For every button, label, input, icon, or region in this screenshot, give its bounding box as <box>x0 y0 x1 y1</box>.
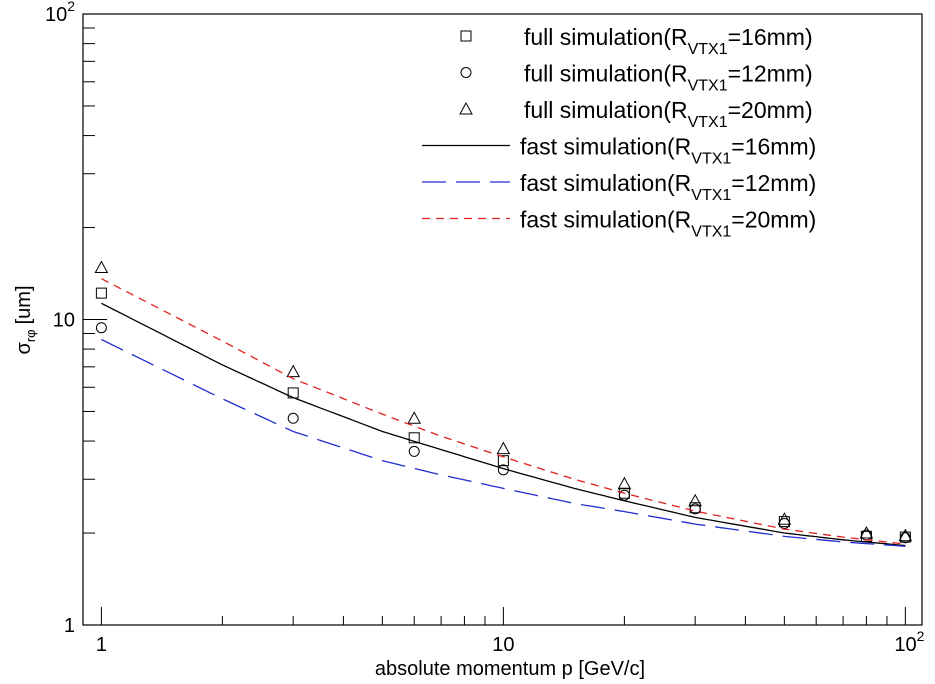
legend-label-sub: VTX1 <box>691 151 731 168</box>
x-tick-label: 1 <box>96 634 107 656</box>
legend-label-suffix: =12mm) <box>731 170 816 196</box>
y-tick-label: 1 <box>64 615 75 637</box>
legend-marker <box>459 101 473 115</box>
y-axis-label-text: σrφ [um] <box>13 285 38 354</box>
x-axis-label: absolute momentum p [GeV/c] <box>375 658 645 680</box>
series-4 <box>101 338 906 547</box>
legend-label-prefix: fast simulation(R <box>520 207 691 233</box>
data-point <box>408 432 420 444</box>
x-tick-label-exp: 2 <box>917 628 925 644</box>
y-axis-label-main: σ <box>13 342 35 355</box>
y-axis-label: σrφ [um] <box>13 285 38 354</box>
x-tick-label: 10 <box>492 634 514 656</box>
legend-label: fast simulation(RVTX1=12mm) <box>520 170 816 204</box>
x-tick-label-base: 10 <box>492 634 514 656</box>
series-3 <box>101 302 906 547</box>
data-point <box>407 411 422 424</box>
y-axis-label-unit: [um] <box>13 285 35 324</box>
legend-entry: fast simulation(RVTX1=16mm) <box>422 134 816 168</box>
data-point <box>777 512 792 525</box>
data-point <box>95 322 107 334</box>
y-tick-label: 10 <box>53 310 75 332</box>
legend-entry: full simulation(RVTX1=20mm) <box>459 97 813 131</box>
axis-ticks <box>83 13 906 626</box>
series-2 <box>94 260 913 542</box>
data-point <box>859 525 874 539</box>
data-point <box>496 441 511 455</box>
y-axis-label-sub: rφ <box>23 329 38 342</box>
legend-label: fast simulation(RVTX1=20mm) <box>520 207 816 241</box>
legend-label-sub: VTX1 <box>688 78 728 95</box>
data-point <box>688 493 703 507</box>
y-tick-label-exp: 2 <box>67 0 75 14</box>
legend-label-suffix: =20mm) <box>728 97 813 123</box>
data-point <box>95 287 107 299</box>
y-tick-label-base: 1 <box>64 615 75 637</box>
data-point <box>617 476 632 490</box>
y-tick-label-base: 10 <box>53 310 75 332</box>
data-point <box>287 412 299 424</box>
legend-label-suffix: =16mm) <box>728 24 813 50</box>
legend-label-suffix: =16mm) <box>731 134 816 160</box>
legend-label: fast simulation(RVTX1=16mm) <box>520 134 816 168</box>
y-tick-label-base: 10 <box>45 4 67 26</box>
series-line <box>101 338 906 547</box>
legend-label-prefix: full simulation(R <box>524 61 688 87</box>
legend-marker <box>460 67 472 78</box>
legend-label-sub: VTX1 <box>688 41 728 58</box>
legend-entry: fast simulation(RVTX1=12mm) <box>422 170 816 204</box>
series-line <box>101 278 906 545</box>
y-tick-label: 102 <box>45 0 75 26</box>
series-5 <box>101 278 906 545</box>
data-point <box>689 503 701 515</box>
data-point <box>286 364 301 378</box>
legend-label: full simulation(RVTX1=12mm) <box>524 61 813 95</box>
series-1 <box>95 322 911 544</box>
data-point <box>408 445 420 457</box>
legend-label-prefix: full simulation(R <box>524 24 688 50</box>
x-tick-label: 102 <box>894 628 924 656</box>
legend-entry: full simulation(RVTX1=12mm) <box>460 61 813 95</box>
legend-label-prefix: full simulation(R <box>524 97 688 123</box>
legend-label-prefix: fast simulation(R <box>520 170 691 196</box>
data-point <box>497 455 509 467</box>
legend-label-sub: VTX1 <box>688 114 728 131</box>
series-line <box>101 302 906 547</box>
x-tick-label-base: 10 <box>894 634 916 656</box>
legend-label-sub: VTX1 <box>691 224 731 241</box>
legend-marker <box>460 30 472 42</box>
legend-label: full simulation(RVTX1=20mm) <box>524 97 813 131</box>
data-point <box>899 532 911 544</box>
data-point <box>898 528 913 542</box>
legend-label-prefix: fast simulation(R <box>520 134 691 160</box>
legend-entry: fast simulation(RVTX1=20mm) <box>422 207 816 241</box>
x-tick-label-base: 1 <box>96 634 107 656</box>
legend-label-sub: VTX1 <box>691 187 731 204</box>
legend-entry: full simulation(RVTX1=16mm) <box>460 24 813 58</box>
legend-label-suffix: =12mm) <box>728 61 813 87</box>
legend-label-suffix: =20mm) <box>731 207 816 233</box>
data-point <box>94 260 109 273</box>
series-0 <box>95 287 911 543</box>
legend: full simulation(RVTX1=16mm)full simulati… <box>422 24 816 241</box>
data-series <box>94 260 913 547</box>
legend-label: full simulation(RVTX1=16mm) <box>524 24 813 58</box>
